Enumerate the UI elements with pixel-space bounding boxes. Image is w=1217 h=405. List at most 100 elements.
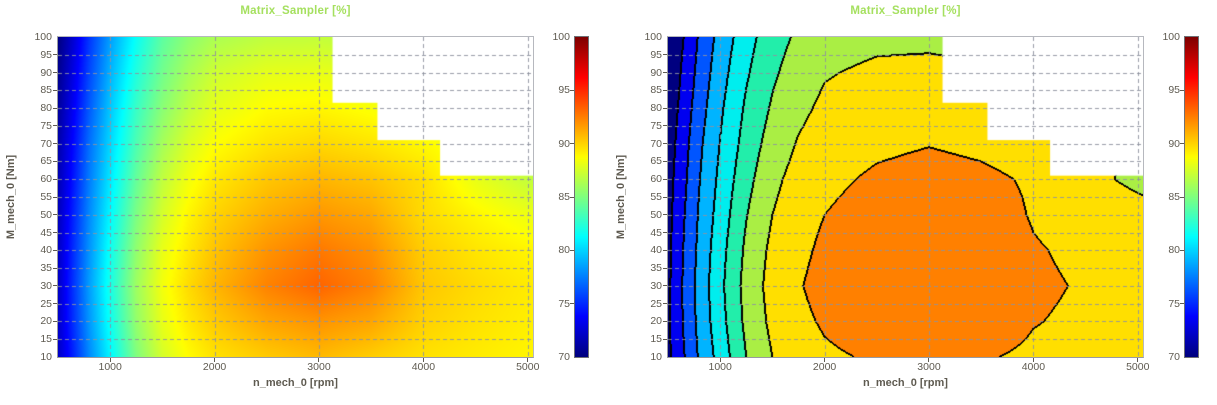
y-tick-mark	[663, 160, 667, 162]
y-tick-mark	[53, 72, 57, 74]
y-tick-mark	[53, 89, 57, 91]
colorbar-tick-mark	[570, 143, 574, 145]
y-tick-mark	[663, 214, 667, 216]
y-axis-label: M_mech_0 [Nm]	[5, 154, 17, 240]
y-tick-mark	[53, 249, 57, 251]
y-tick-label: 50	[650, 208, 662, 221]
colorbar-tick-mark	[570, 196, 574, 198]
colorbar-tick-label: 90	[558, 137, 570, 150]
y-tick-label: 85	[650, 84, 662, 97]
contour-canvas[interactable]	[668, 37, 1143, 357]
x-tick-label: 5000	[516, 361, 540, 373]
y-tick-mark	[53, 232, 57, 234]
x-tick-label: 4000	[411, 361, 436, 373]
y-tick-label: 45	[650, 226, 662, 239]
y-tick-label: 95	[650, 48, 662, 61]
y-tick-label: 70	[650, 137, 662, 150]
y-tick-mark	[53, 338, 57, 340]
y-tick-mark	[663, 338, 667, 340]
colorbar-tick-label: 85	[558, 191, 570, 203]
y-tick-label: 50	[40, 208, 52, 221]
colorbar-tick-label: 95	[558, 84, 570, 97]
y-tick-mark	[663, 320, 667, 322]
y-tick-mark	[663, 232, 667, 234]
y-tick-label: 80	[40, 102, 52, 115]
y-tick-label: 30	[40, 279, 52, 292]
y-tick-label: 40	[650, 244, 662, 257]
y-tick-mark	[53, 178, 57, 180]
y-tick-label: 80	[650, 102, 662, 115]
y-tick-label: 20	[40, 315, 52, 328]
x-tick-label: 5000	[1126, 361, 1150, 373]
y-tick-label: 95	[40, 48, 52, 61]
y-tick-label: 90	[650, 66, 662, 79]
y-tick-label: 85	[40, 84, 52, 97]
y-tick-label: 70	[40, 137, 52, 150]
y-tick-label: 10	[650, 351, 662, 363]
colorbar-tick-label: 90	[1168, 137, 1180, 150]
x-tick-label: 1000	[708, 361, 732, 373]
y-tick-mark	[53, 214, 57, 216]
plot-area-heatmap[interactable]	[57, 36, 534, 358]
y-tick-label: 75	[40, 119, 52, 132]
y-tick-label: 40	[40, 244, 52, 257]
y-tick-mark	[663, 178, 667, 180]
colorbar-tick-label: 85	[1168, 191, 1180, 203]
x-tick-mark	[422, 358, 424, 362]
x-tick-label: 2000	[202, 361, 227, 373]
colorbar-tick-mark	[570, 249, 574, 251]
heatmap-canvas[interactable]	[58, 37, 533, 357]
y-tick-mark	[663, 72, 667, 74]
heatmap-panel: Matrix_Sampler [%] M_mech_0 [Nm] n_mech_…	[5, 5, 589, 389]
y-tick-mark	[53, 125, 57, 127]
colorbar-tick-label: 75	[1168, 297, 1180, 310]
x-tick-label: 4000	[1021, 361, 1046, 373]
y-tick-label: 60	[40, 173, 52, 186]
x-tick-mark	[824, 358, 826, 362]
x-axis-label: n_mech_0 [rpm]	[863, 377, 948, 389]
y-tick-mark	[53, 303, 57, 305]
x-tick-mark	[1137, 358, 1139, 362]
colorbar	[574, 36, 589, 358]
y-tick-label: 75	[650, 119, 662, 132]
colorbar-tick-mark	[1180, 196, 1184, 198]
y-tick-label: 15	[650, 333, 662, 346]
colorbar-tick-label: 80	[1168, 244, 1180, 257]
colorbar-tick-mark	[1180, 143, 1184, 145]
y-tick-label: 65	[650, 155, 662, 168]
y-tick-label: 65	[40, 155, 52, 168]
y-tick-label: 25	[650, 297, 662, 310]
x-tick-mark	[109, 358, 111, 362]
y-tick-mark	[663, 249, 667, 251]
y-tick-label: 55	[40, 191, 52, 203]
y-tick-mark	[53, 196, 57, 198]
y-tick-label: 20	[650, 315, 662, 328]
colorbar-tick-label: 75	[558, 297, 570, 310]
x-tick-label: 3000	[917, 361, 941, 373]
colorbar-tick-label: 100	[552, 31, 570, 43]
colorbar-tick-mark	[1180, 89, 1184, 91]
y-tick-mark	[53, 285, 57, 287]
contour-panel: Matrix_Sampler [%] M_mech_0 [Nm] n_mech_…	[610, 0, 1217, 405]
x-tick-mark	[214, 358, 216, 362]
y-tick-label: 100	[34, 31, 52, 43]
y-axis-label: M_mech_0 [Nm]	[615, 154, 627, 240]
colorbar-tick-mark	[570, 303, 574, 305]
y-tick-mark	[53, 54, 57, 56]
colorbar-gradient	[1185, 37, 1198, 357]
x-axis-label: n_mech_0 [rpm]	[253, 377, 338, 389]
colorbar-tick-mark	[570, 89, 574, 91]
plot-title: Matrix_Sampler [%]	[240, 5, 351, 17]
x-tick-mark	[1032, 358, 1034, 362]
colorbar	[1184, 36, 1199, 358]
x-tick-label: 1000	[98, 361, 122, 373]
colorbar-tick-label: 100	[1162, 31, 1180, 43]
x-tick-mark	[527, 358, 529, 362]
y-tick-label: 90	[40, 66, 52, 79]
colorbar-tick-mark	[1180, 303, 1184, 305]
y-tick-mark	[53, 160, 57, 162]
y-tick-label: 30	[650, 279, 662, 292]
plot-area-contour[interactable]	[667, 36, 1144, 358]
colorbar-tick-label: 70	[1168, 351, 1180, 363]
y-tick-mark	[663, 267, 667, 269]
